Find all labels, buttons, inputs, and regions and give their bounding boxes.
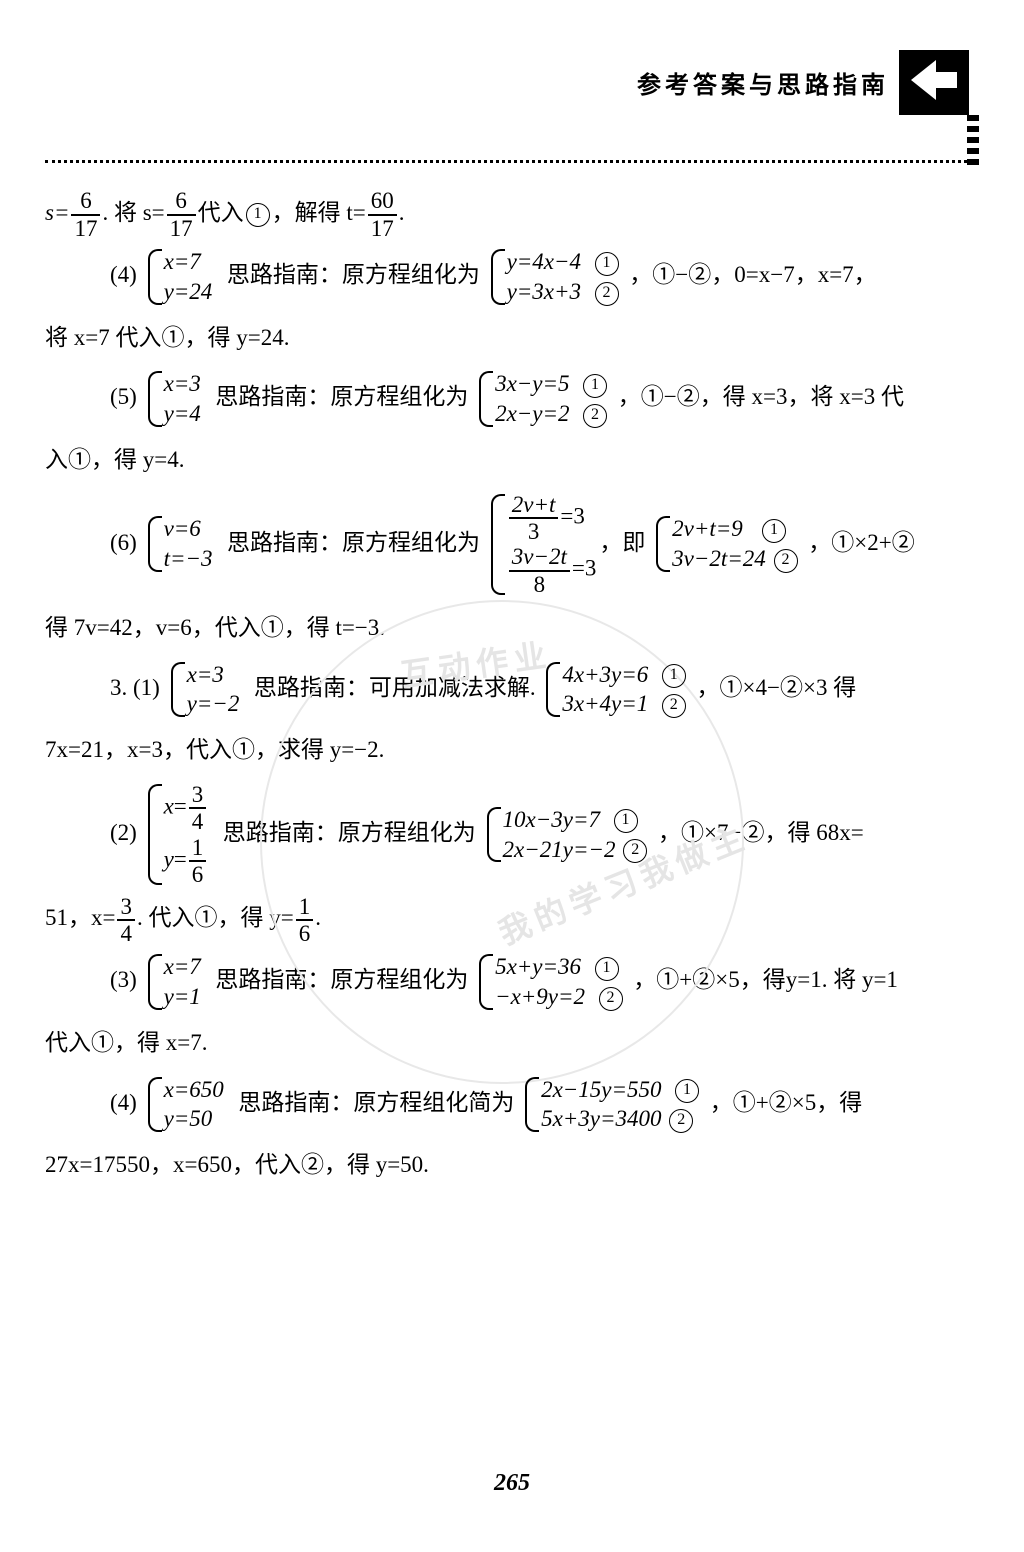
problem-3-2: (2) x=34 y=16 思路指南：原方程组化为 10x−3y=7 12x−2… [45,782,979,887]
problem-3-4: (4) x=650y=50 思路指南：原方程组化简为 2x−15y=550 15… [45,1075,979,1135]
problem-3-3: (3) x=7y=1 思路指南：原方程组化为 5x+y=36 1−x+9y=2 … [45,952,979,1012]
problem-4-cont: 将 x=7 代入①，得 y=24. [45,313,979,364]
solution-line: s=617. 将 s=617代入1，解得 t=6017. [45,188,979,241]
page-header: 参考答案与思路指南 [45,60,979,130]
problem-4: (4) x=7y=24 思路指南：原方程组化为 y=4x−4 1y=3x+3 2… [45,247,979,307]
problem-5-cont: 入①，得 y=4. [45,435,979,486]
page-content: 参考答案与思路指南 s=617. 将 s=617代入1，解得 t=6017. (… [0,0,1024,1237]
problem-6: (6) v=6t=−3 思路指南：原方程组化为 2v+t3=3 3v−2t8=3… [45,492,979,597]
problem-3-1-cont: 7x=21，x=3，代入①，求得 y=−2. [45,725,979,776]
problem-5: (5) x=3y=4 思路指南：原方程组化为 3x−y=5 12x−y=2 2 … [45,369,979,429]
problem-3-3-cont: 代入①，得 x=7. [45,1018,979,1069]
zigzag-decoration [967,115,979,165]
page-number: 265 [0,1470,1024,1497]
header-title: 参考答案与思路指南 [637,60,889,113]
dotted-divider [45,160,979,163]
problem-3-4-cont: 27x=17550，x=650，代入②，得 y=50. [45,1140,979,1191]
arrow-icon [899,50,969,115]
